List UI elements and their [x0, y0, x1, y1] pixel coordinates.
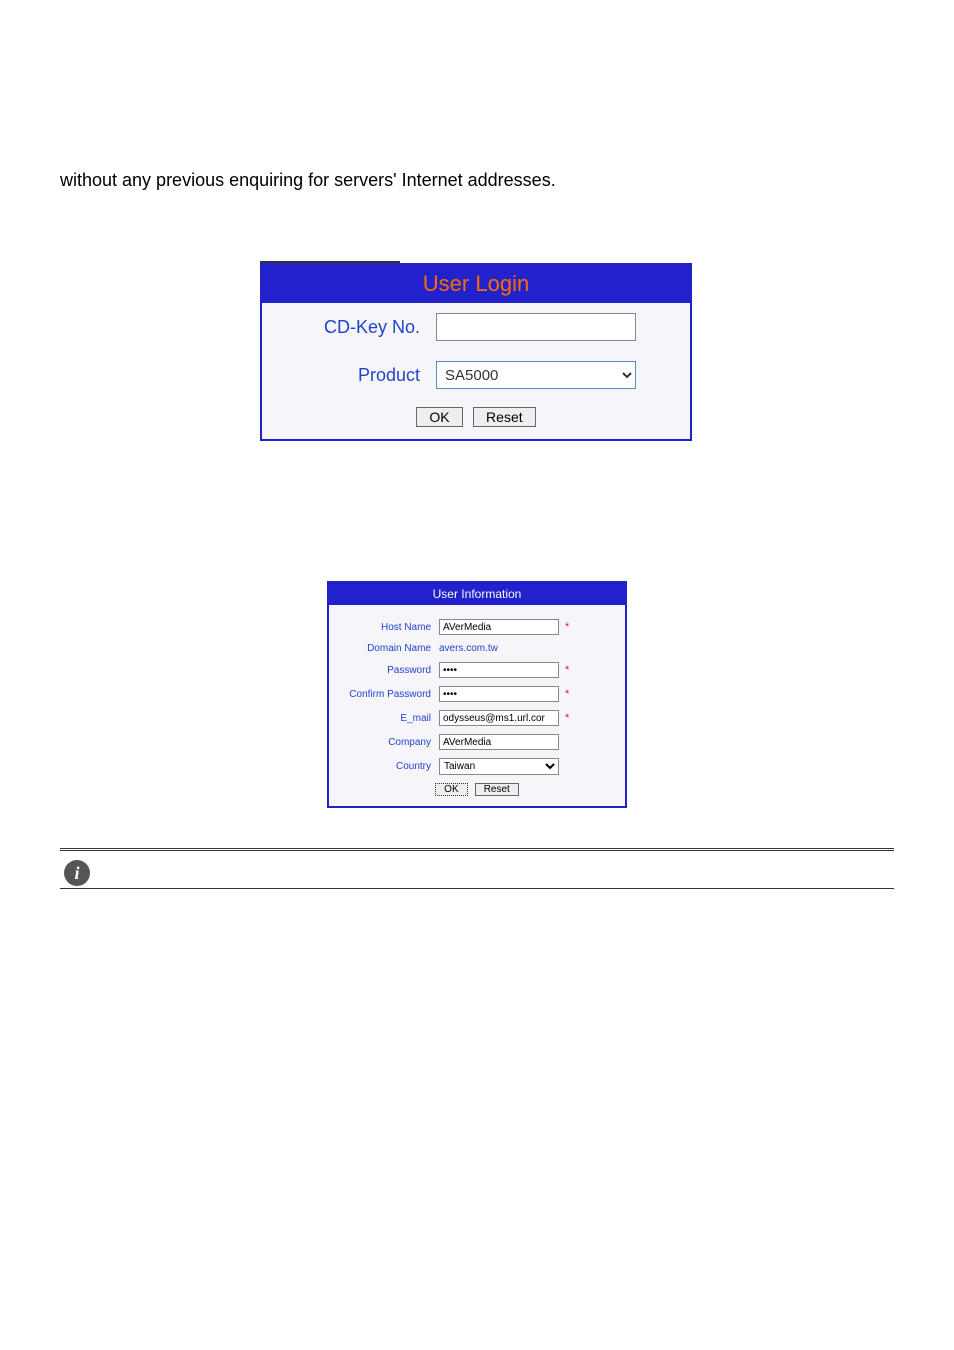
product-select[interactable]: SA5000	[436, 361, 636, 389]
required-asterisk: *	[565, 688, 569, 700]
cdkey-input[interactable]	[436, 313, 636, 341]
password-row: Password *	[343, 662, 611, 678]
confirm-password-input[interactable]	[439, 686, 559, 702]
domain-row: Domain Name avers.com.tw	[343, 643, 611, 654]
product-label: Product	[286, 365, 436, 386]
hostname-label: Host Name	[343, 622, 439, 633]
userinfo-button-row: OK Reset	[343, 783, 611, 796]
hostname-input[interactable]	[439, 619, 559, 635]
userinfo-header: User Information	[329, 583, 625, 605]
country-label: Country	[343, 761, 439, 772]
company-row: Company	[343, 734, 611, 750]
divider-top	[60, 848, 894, 852]
email-label: E_mail	[343, 713, 439, 724]
cdkey-row: CD-Key No.	[262, 303, 690, 351]
required-asterisk: *	[565, 664, 569, 676]
login-button-row: OK Reset	[262, 399, 690, 439]
user-information-panel: User Information Host Name * Domain Name…	[327, 581, 627, 808]
user-login-panel: User Login CD-Key No. Product SA5000 OK …	[260, 263, 692, 441]
company-label: Company	[343, 737, 439, 748]
required-asterisk: *	[565, 621, 569, 633]
userinfo-reset-button[interactable]: Reset	[475, 783, 519, 796]
cdkey-label: CD-Key No.	[286, 317, 436, 338]
domain-label: Domain Name	[343, 643, 439, 654]
country-select[interactable]: Taiwan	[439, 758, 559, 775]
confirm-password-row: Confirm Password *	[343, 686, 611, 702]
intro-paragraph: without any previous enquiring for serve…	[60, 170, 894, 191]
info-icon: i	[64, 860, 90, 886]
confirm-password-label: Confirm Password	[343, 689, 439, 700]
userinfo-ok-button[interactable]: OK	[435, 783, 467, 796]
note-row: i	[60, 858, 894, 888]
password-input[interactable]	[439, 662, 559, 678]
password-label: Password	[343, 665, 439, 676]
login-ok-button[interactable]: OK	[416, 407, 462, 427]
required-asterisk: *	[565, 712, 569, 724]
email-input[interactable]	[439, 710, 559, 726]
country-row: Country Taiwan	[343, 758, 611, 775]
login-reset-button[interactable]: Reset	[473, 407, 536, 427]
userinfo-body: Host Name * Domain Name avers.com.tw Pas…	[329, 605, 625, 806]
company-input[interactable]	[439, 734, 559, 750]
domain-value: avers.com.tw	[439, 643, 498, 654]
hostname-row: Host Name *	[343, 619, 611, 635]
email-row: E_mail *	[343, 710, 611, 726]
login-header: User Login	[262, 265, 690, 303]
divider-bottom	[60, 888, 894, 889]
product-row: Product SA5000	[262, 351, 690, 399]
